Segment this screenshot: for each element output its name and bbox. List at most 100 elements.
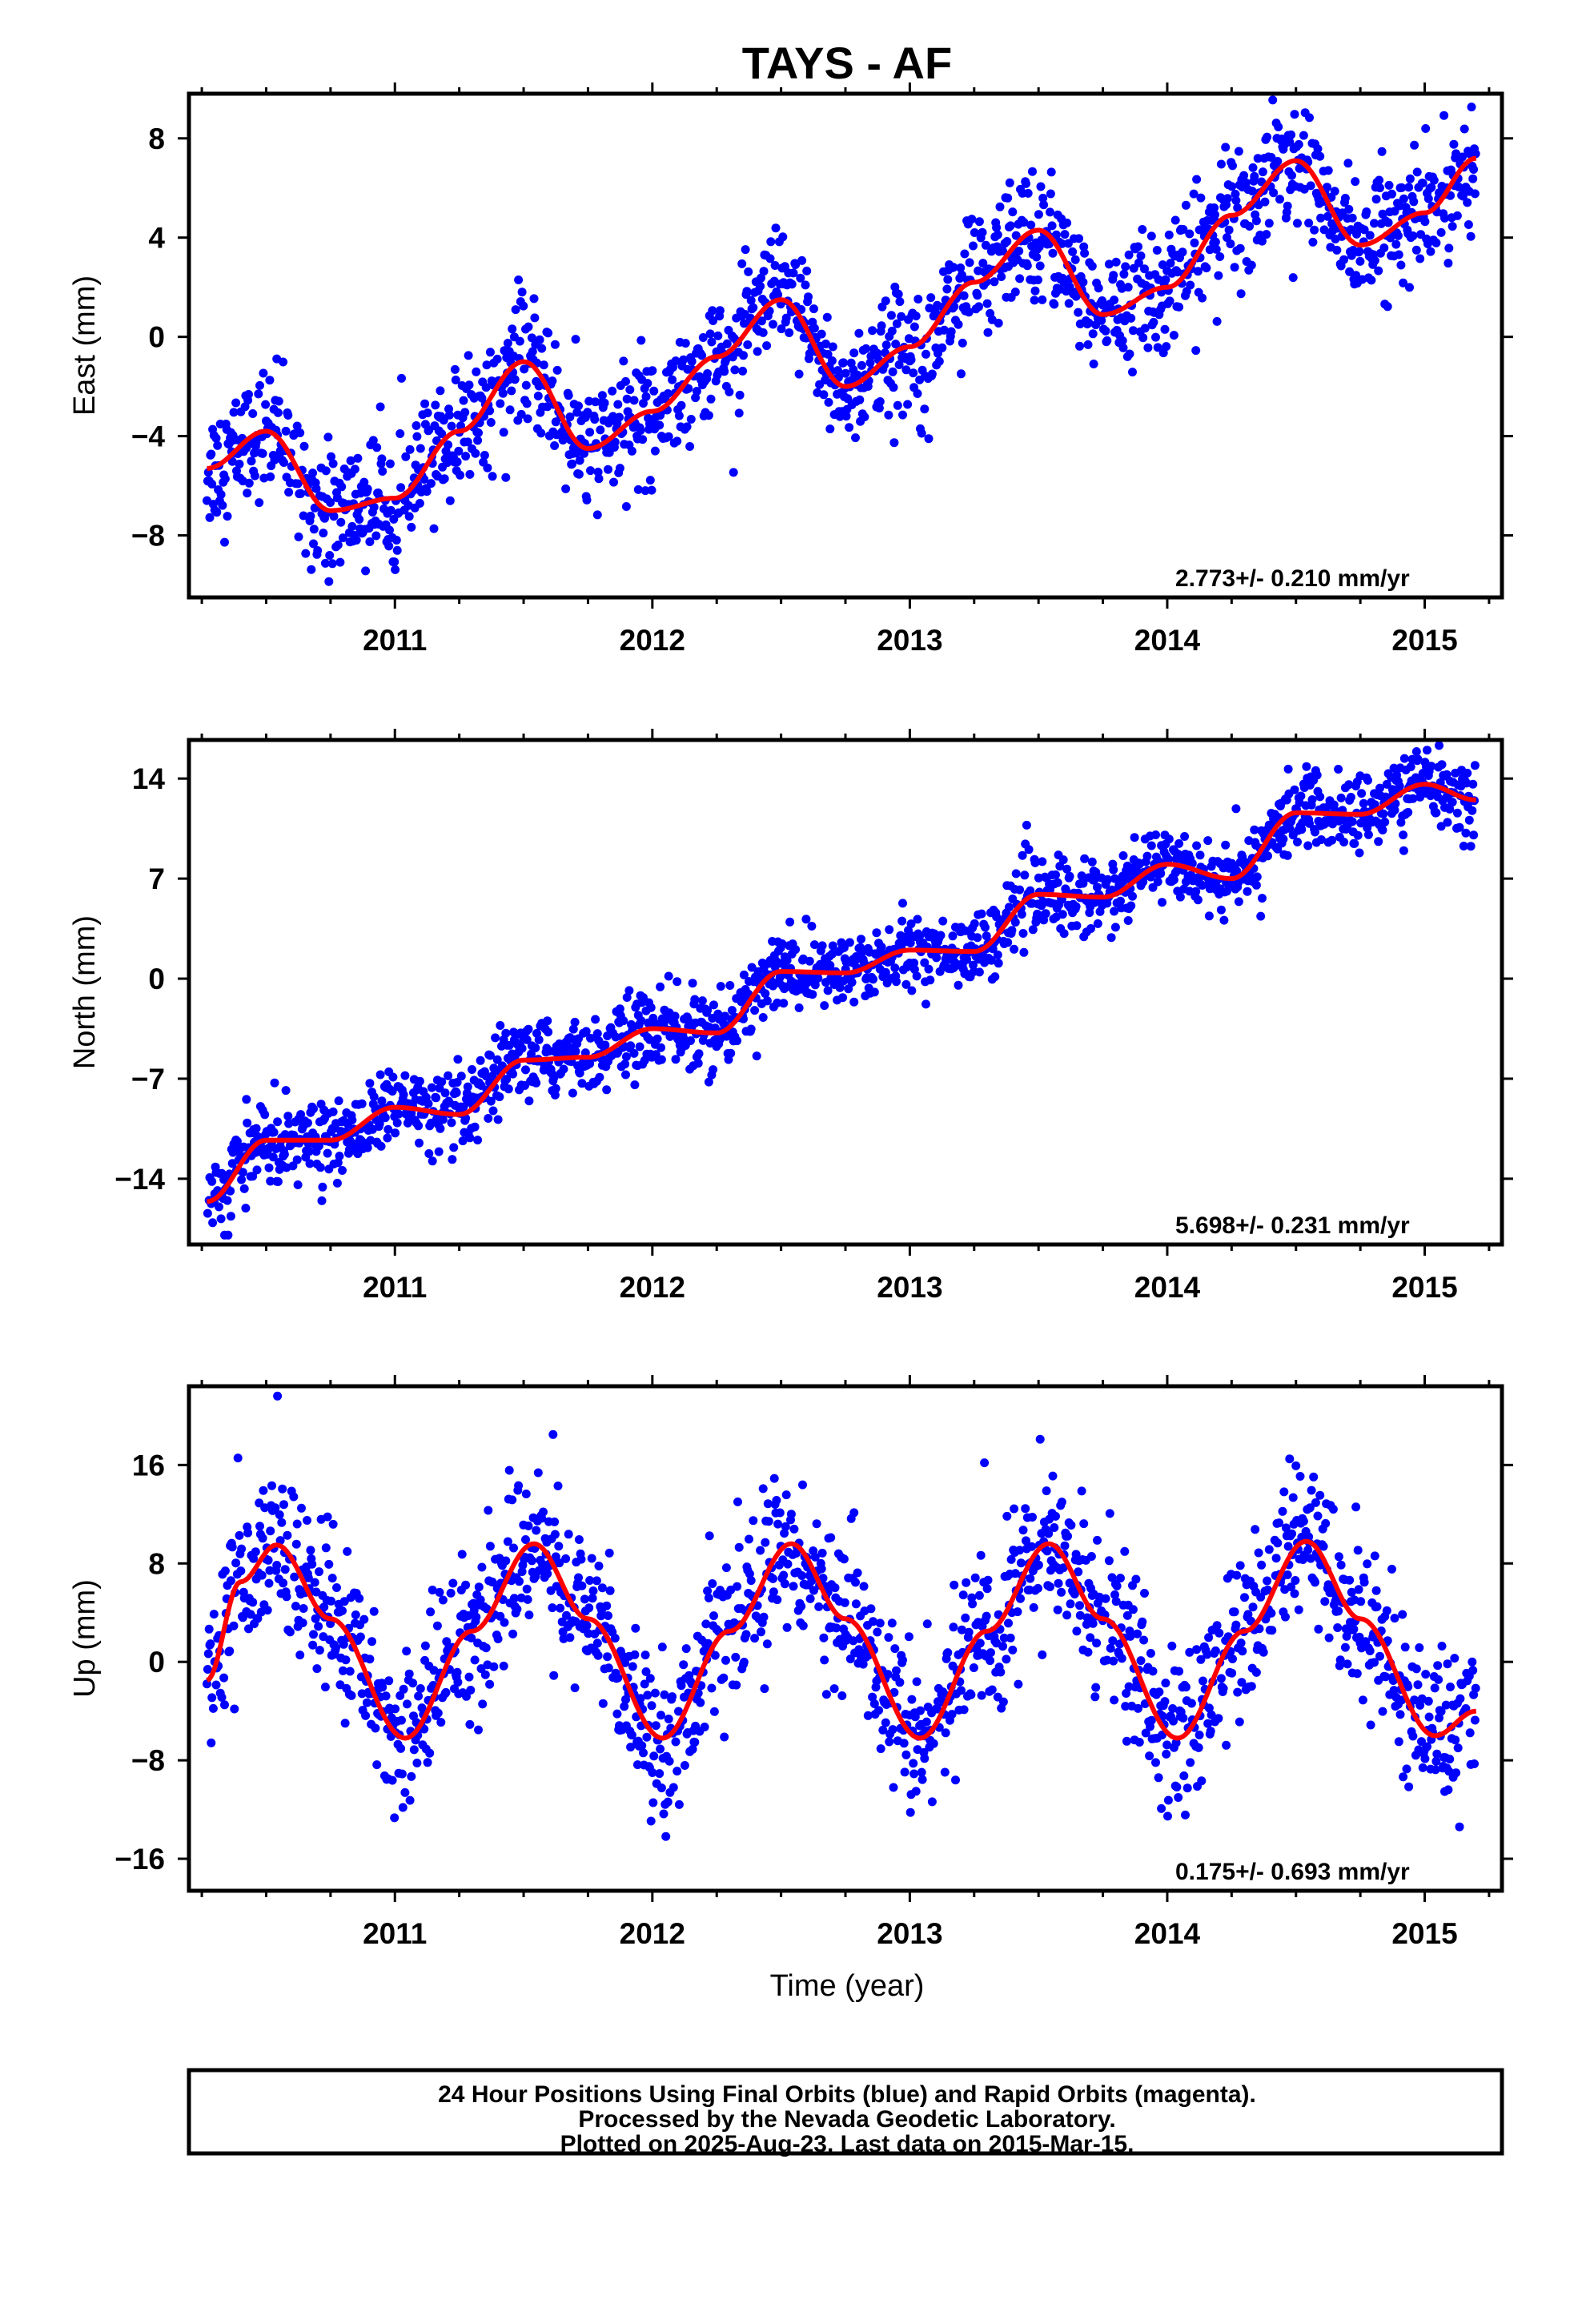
data-point [830,1583,840,1593]
data-point [1246,1616,1255,1626]
data-point [1070,255,1080,264]
data-point [845,423,854,432]
data-point [1128,891,1137,901]
data-point [1355,247,1364,256]
data-point [486,1096,496,1106]
data-point [1216,159,1226,169]
data-point [345,1667,355,1676]
data-point [1443,1659,1452,1669]
data-point [319,529,328,538]
data-point [632,1760,642,1770]
data-point [1034,275,1042,284]
data-point [408,1679,418,1688]
data-point [1196,1655,1206,1664]
data-point [453,1055,463,1064]
data-point [365,1655,375,1664]
data-point [381,1691,391,1701]
data-point [938,343,947,352]
data-point [773,1595,782,1605]
data-point [584,1629,593,1638]
data-point [1107,1573,1117,1582]
data-point [203,1649,213,1659]
data-point [1353,1546,1363,1555]
data-point [1243,887,1252,896]
data-point [1400,1642,1410,1652]
data-point [1022,179,1030,188]
data-point [664,971,673,981]
data-point [1062,1610,1072,1620]
data-point [297,1503,306,1513]
data-point [508,1629,518,1638]
data-point [1378,1707,1387,1716]
data-point [730,365,740,375]
data-point [781,313,791,323]
data-point [969,241,978,251]
data-point [664,1715,673,1723]
data-point [1332,245,1342,255]
data-point [954,980,963,990]
data-point [849,997,859,1007]
data-point [400,1071,410,1080]
data-point [312,1664,322,1674]
data-point [680,1761,689,1770]
data-point [1186,1699,1196,1708]
data-point [906,919,916,929]
data-point [957,270,966,279]
data-point [1116,896,1125,906]
data-point [649,1751,659,1761]
data-point [1447,222,1457,231]
data-point [1247,187,1257,196]
data-point [243,1118,252,1128]
data-point [863,1711,873,1720]
data-point [851,1578,860,1587]
data-point [1345,1575,1355,1585]
data-point [881,967,890,977]
data-point [817,941,827,951]
data-point [773,290,783,300]
data-point [1411,747,1421,756]
data-point [521,1535,530,1544]
data-point [1174,838,1184,848]
data-point [663,1797,673,1807]
data-point [577,1581,587,1590]
data-point [273,1117,283,1127]
data-point [851,1599,861,1609]
data-point [729,468,738,477]
data-point [208,1218,218,1228]
data-point [913,915,922,924]
data-point [878,1725,888,1735]
data-point [674,411,684,420]
data-point [1288,1493,1298,1502]
data-point [974,967,984,977]
data-point [1162,1749,1171,1759]
data-point [823,986,833,995]
data-point [1319,1542,1328,1551]
data-point [537,344,547,353]
data-point [917,428,926,438]
data-point [1016,1558,1026,1568]
data-point [1305,1503,1315,1513]
y-tick-label: 8 [148,123,165,155]
data-point [969,1663,978,1672]
data-point [255,1522,264,1531]
data-point [504,375,513,384]
data-point [1239,171,1249,180]
data-point [1353,830,1363,840]
data-point [1250,171,1259,181]
data-point [1119,269,1129,279]
data-point [279,1578,288,1588]
data-point [1303,841,1313,850]
data-point [291,1539,301,1549]
data-point [619,356,628,366]
data-point [622,394,632,404]
data-point [289,1492,299,1502]
data-point [950,1580,959,1590]
data-point [522,1584,532,1594]
data-point [753,347,762,356]
data-point [304,1147,314,1156]
data-point [959,1705,969,1715]
data-point [378,467,387,476]
data-point [1255,1624,1264,1634]
data-point [911,1787,921,1796]
data-point [337,482,347,492]
